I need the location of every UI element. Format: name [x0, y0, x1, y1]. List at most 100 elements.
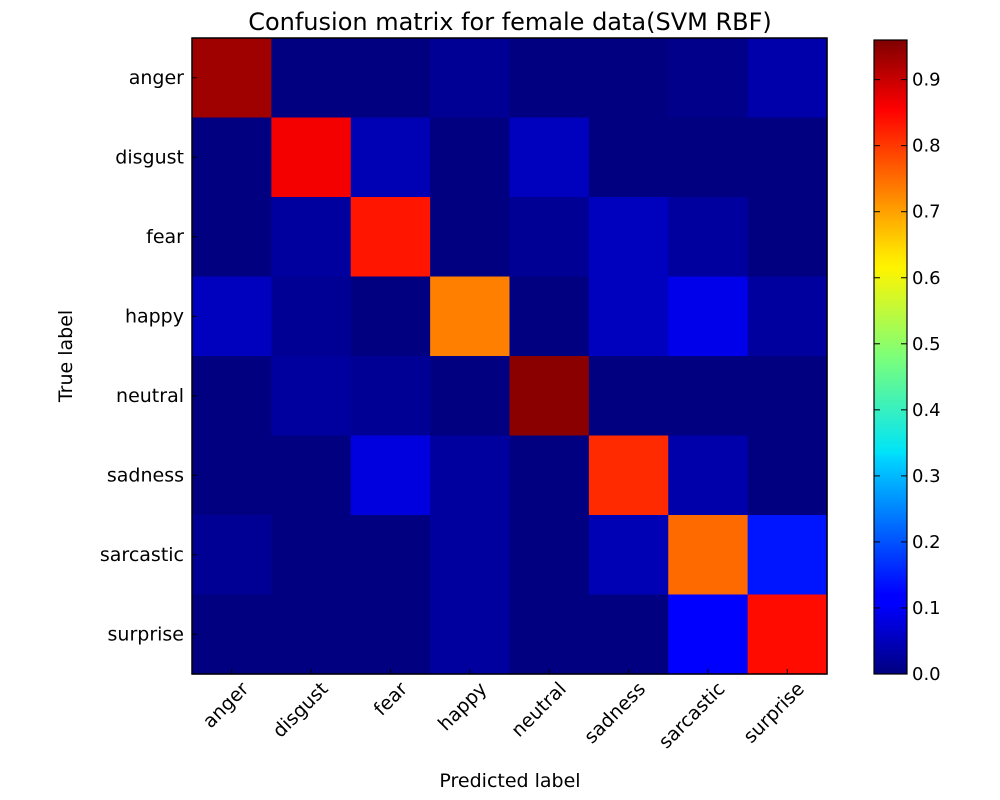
heatmap-cell-fear-disgust	[271, 197, 352, 278]
heatmap-cell-disgust-sadness	[588, 117, 669, 198]
heatmap-cell-sarcastic-sarcastic	[668, 515, 749, 596]
heatmap-cell-fear-sadness	[588, 197, 669, 278]
heatmap-cell-sadness-neutral	[509, 435, 590, 516]
heatmap-cell-surprise-surprise	[747, 594, 828, 675]
heatmap-cell-surprise-fear	[350, 594, 431, 675]
heatmap-cell-sarcastic-neutral	[509, 515, 590, 596]
heatmap-cell-fear-happy	[430, 197, 511, 278]
heatmap-cell-fear-fear	[350, 197, 431, 278]
y-tick-label-fear: fear	[146, 226, 184, 248]
heatmap-cell-sadness-surprise	[747, 435, 828, 516]
heatmap-cell-neutral-anger	[192, 356, 272, 437]
x-tick-label-surprise: surprise	[739, 678, 809, 748]
plot-frame	[191, 37, 828, 675]
heatmap-cell-happy-neutral	[509, 276, 590, 357]
heatmap-cell-happy-anger	[192, 276, 272, 357]
heatmap-cell-neutral-disgust	[271, 356, 352, 437]
x-tick-label-happy: happy	[434, 678, 491, 735]
heatmap-cell-anger-fear	[350, 38, 431, 119]
heatmap-cell-surprise-sadness	[588, 594, 669, 675]
heatmap-cell-anger-happy	[430, 38, 511, 119]
y-tick-label-happy: happy	[125, 305, 184, 327]
heatmap-cell-sarcastic-fear	[350, 515, 431, 596]
heatmap-cell-fear-surprise	[747, 197, 828, 278]
y-tick-label-disgust: disgust	[115, 146, 184, 168]
x-tick-label-disgust: disgust	[268, 678, 332, 742]
heatmap-cell-fear-neutral	[509, 197, 590, 278]
heatmap-cell-anger-sarcastic	[668, 38, 749, 119]
chart-title: Confusion matrix for female data(SVM RBF…	[248, 8, 772, 36]
heatmap-cell-anger-sadness	[588, 38, 669, 119]
x-tick-label-sarcastic: sarcastic	[654, 678, 729, 753]
heatmap-cell-neutral-happy	[430, 356, 511, 437]
heatmap-cell-happy-fear	[350, 276, 431, 357]
heatmap-cell-neutral-sarcastic	[668, 356, 749, 437]
heatmap-cell-disgust-sarcastic	[668, 117, 749, 198]
heatmap-cell-surprise-anger	[192, 594, 272, 675]
x-tick-label-anger: anger	[199, 678, 254, 733]
y-tick-label-sadness: sadness	[107, 464, 184, 486]
heatmap-cell-anger-disgust	[271, 38, 352, 119]
heatmap-cells	[192, 38, 828, 675]
x-tick-label-fear: fear	[370, 678, 412, 720]
heatmap-cell-happy-sadness	[588, 276, 669, 357]
heatmap-cell-sadness-happy	[430, 435, 511, 516]
colorbar-tick-label: 0.6	[912, 268, 941, 289]
colorbar-tick-label: 0.9	[912, 70, 941, 91]
heatmap-cell-sadness-anger	[192, 435, 272, 516]
heatmap-cell-disgust-neutral	[509, 117, 590, 198]
x-tick-labels: anger disgust fear happy neutral sadness sarca…	[199, 669, 809, 753]
heatmap-cell-neutral-fear	[350, 356, 431, 437]
colorbar-gradient	[873, 39, 908, 675]
heatmap-cell-disgust-disgust	[271, 117, 352, 198]
heatmap-cell-disgust-surprise	[747, 117, 828, 198]
heatmap-cell-sarcastic-disgust	[271, 515, 352, 596]
y-tick-label-neutral: neutral	[116, 385, 184, 407]
heatmap-cell-sadness-sarcastic	[668, 435, 749, 516]
heatmap-cell-sarcastic-surprise	[747, 515, 828, 596]
heatmap-cell-happy-happy	[430, 276, 511, 357]
heatmap-cell-disgust-fear	[350, 117, 431, 198]
heatmap-cell-anger-neutral	[509, 38, 590, 119]
colorbar-tick-label: 0.5	[912, 334, 941, 355]
x-tick-label-sadness: sadness	[580, 678, 650, 748]
heatmap-cell-fear-sarcastic	[668, 197, 749, 278]
colorbar-tick-label: 0.7	[912, 202, 941, 223]
heatmap-cell-sadness-sadness	[588, 435, 669, 516]
heatmap-cell-sarcastic-sadness	[588, 515, 669, 596]
y-tick-label-sarcastic: sarcastic	[100, 544, 184, 566]
heatmap-cell-surprise-sarcastic	[668, 594, 749, 675]
heatmap-cell-happy-surprise	[747, 276, 828, 357]
y-tick-labels: anger disgust fear happy neutral sadness sarca…	[100, 67, 197, 645]
colorbar-tick-label: 0.2	[912, 532, 941, 553]
colorbar-tick-label: 0.0	[912, 664, 941, 685]
heatmap-cell-disgust-anger	[192, 117, 272, 198]
heatmap-cell-neutral-surprise	[747, 356, 828, 437]
colorbar-tick-label: 0.4	[912, 400, 941, 421]
heatmap-cell-sarcastic-happy	[430, 515, 511, 596]
heatmap-cell-surprise-disgust	[271, 594, 352, 675]
heatmap-cell-neutral-neutral	[509, 356, 590, 437]
colorbar-tick-label: 0.1	[912, 598, 941, 619]
heatmap-cell-sadness-fear	[350, 435, 431, 516]
y-tick-label-anger: anger	[129, 67, 184, 89]
heatmap-cell-anger-surprise	[747, 38, 828, 119]
heatmap-cell-surprise-happy	[430, 594, 511, 675]
heatmap-cell-happy-sarcastic	[668, 276, 749, 357]
x-tick-label-neutral: neutral	[507, 678, 571, 742]
heatmap-cell-neutral-sadness	[588, 356, 669, 437]
heatmap-cell-sadness-disgust	[271, 435, 352, 516]
colorbar-ticks: 0.0 0.1 0.2 0.3 0.4 0.5 0.6 0.7 0.8 0.9	[874, 70, 941, 685]
heatmap-cell-fear-anger	[192, 197, 272, 278]
colorbar-tick-label: 0.8	[912, 136, 941, 157]
y-axis-label: True label	[55, 310, 77, 403]
colorbar: 0.0 0.1 0.2 0.3 0.4 0.5 0.6 0.7 0.8 0.9	[873, 39, 941, 685]
heatmap-cell-happy-disgust	[271, 276, 352, 357]
heatmap-cell-disgust-happy	[430, 117, 511, 198]
heatmap-cell-surprise-neutral	[509, 594, 590, 675]
y-tick-label-surprise: surprise	[108, 623, 185, 645]
colorbar-tick-label: 0.3	[912, 466, 941, 487]
x-axis-label: Predicted label	[439, 770, 580, 792]
heatmap-cell-anger-anger	[192, 38, 272, 119]
